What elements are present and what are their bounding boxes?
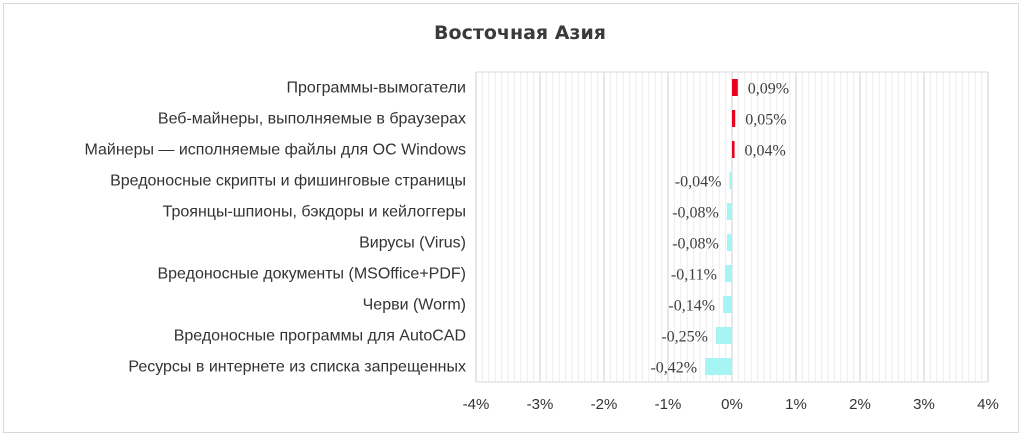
x-tick-label: -2% (591, 396, 618, 413)
data-label: -0,04% (675, 174, 722, 191)
bar-9 (705, 358, 732, 375)
x-tick-label: 0% (721, 396, 743, 413)
data-label: -0,42% (650, 360, 697, 377)
x-tick-label: 1% (785, 396, 807, 413)
category-label: Вредоносные документы (MSOffice+PDF) (157, 266, 466, 283)
data-label: -0,11% (671, 267, 717, 284)
category-label: Троянцы-шпионы, бэкдоры и кейлоггеры (163, 204, 466, 221)
bar-1 (732, 110, 736, 127)
bar-6 (724, 265, 732, 282)
x-tick-label: -4% (463, 396, 490, 413)
category-label: Вирусы (Virus) (359, 235, 466, 252)
bar-2 (732, 141, 735, 158)
bar-5 (726, 234, 732, 251)
data-label: -0,08% (672, 236, 719, 253)
chart-bars (705, 79, 738, 375)
category-label: Вредоносные скрипты и фишинговые страниц… (110, 173, 466, 190)
category-label: Программы-вымогатели (287, 80, 466, 97)
bar-8 (716, 327, 732, 344)
x-tick-label: -3% (527, 396, 554, 413)
data-label: -0,25% (661, 329, 708, 346)
x-tick-label: -1% (655, 396, 682, 413)
x-axis-ticks: -4% -3% -2% -1% 0% 1% 2% 3% 4% (463, 396, 999, 413)
bar-0 (732, 79, 738, 96)
chart-frame (3, 3, 1019, 433)
category-labels: Программы-вымогатели Веб-майнеры, выполня… (84, 80, 466, 376)
data-label: -0,08% (672, 205, 719, 222)
chart-title: Восточная Азия (434, 22, 606, 44)
bar-4 (726, 203, 732, 220)
bar-7 (723, 296, 732, 313)
category-label: Вредоносные программы для AutoCAD (174, 328, 466, 345)
category-label: Майнеры — исполняемые файлы для ОС Windo… (84, 142, 466, 159)
data-label: 0,05% (745, 112, 786, 129)
data-label: -0,14% (668, 298, 715, 315)
x-tick-label: 4% (977, 396, 999, 413)
x-tick-label: 2% (849, 396, 871, 413)
chart-grid (475, 71, 989, 383)
category-label: Ресурсы в интернете из списка запрещенны… (128, 359, 466, 376)
data-label: 0,09% (748, 81, 789, 98)
data-label: 0,04% (745, 143, 786, 160)
category-label: Черви (Worm) (363, 297, 466, 314)
x-tick-label: 3% (913, 396, 935, 413)
bar-3 (729, 172, 732, 189)
data-labels: 0,09% 0,05% 0,04% -0,04% -0,08% -0,08% -0,11% -… (650, 81, 789, 377)
category-label: Веб-майнеры, выполняемые в браузерах (158, 111, 466, 128)
